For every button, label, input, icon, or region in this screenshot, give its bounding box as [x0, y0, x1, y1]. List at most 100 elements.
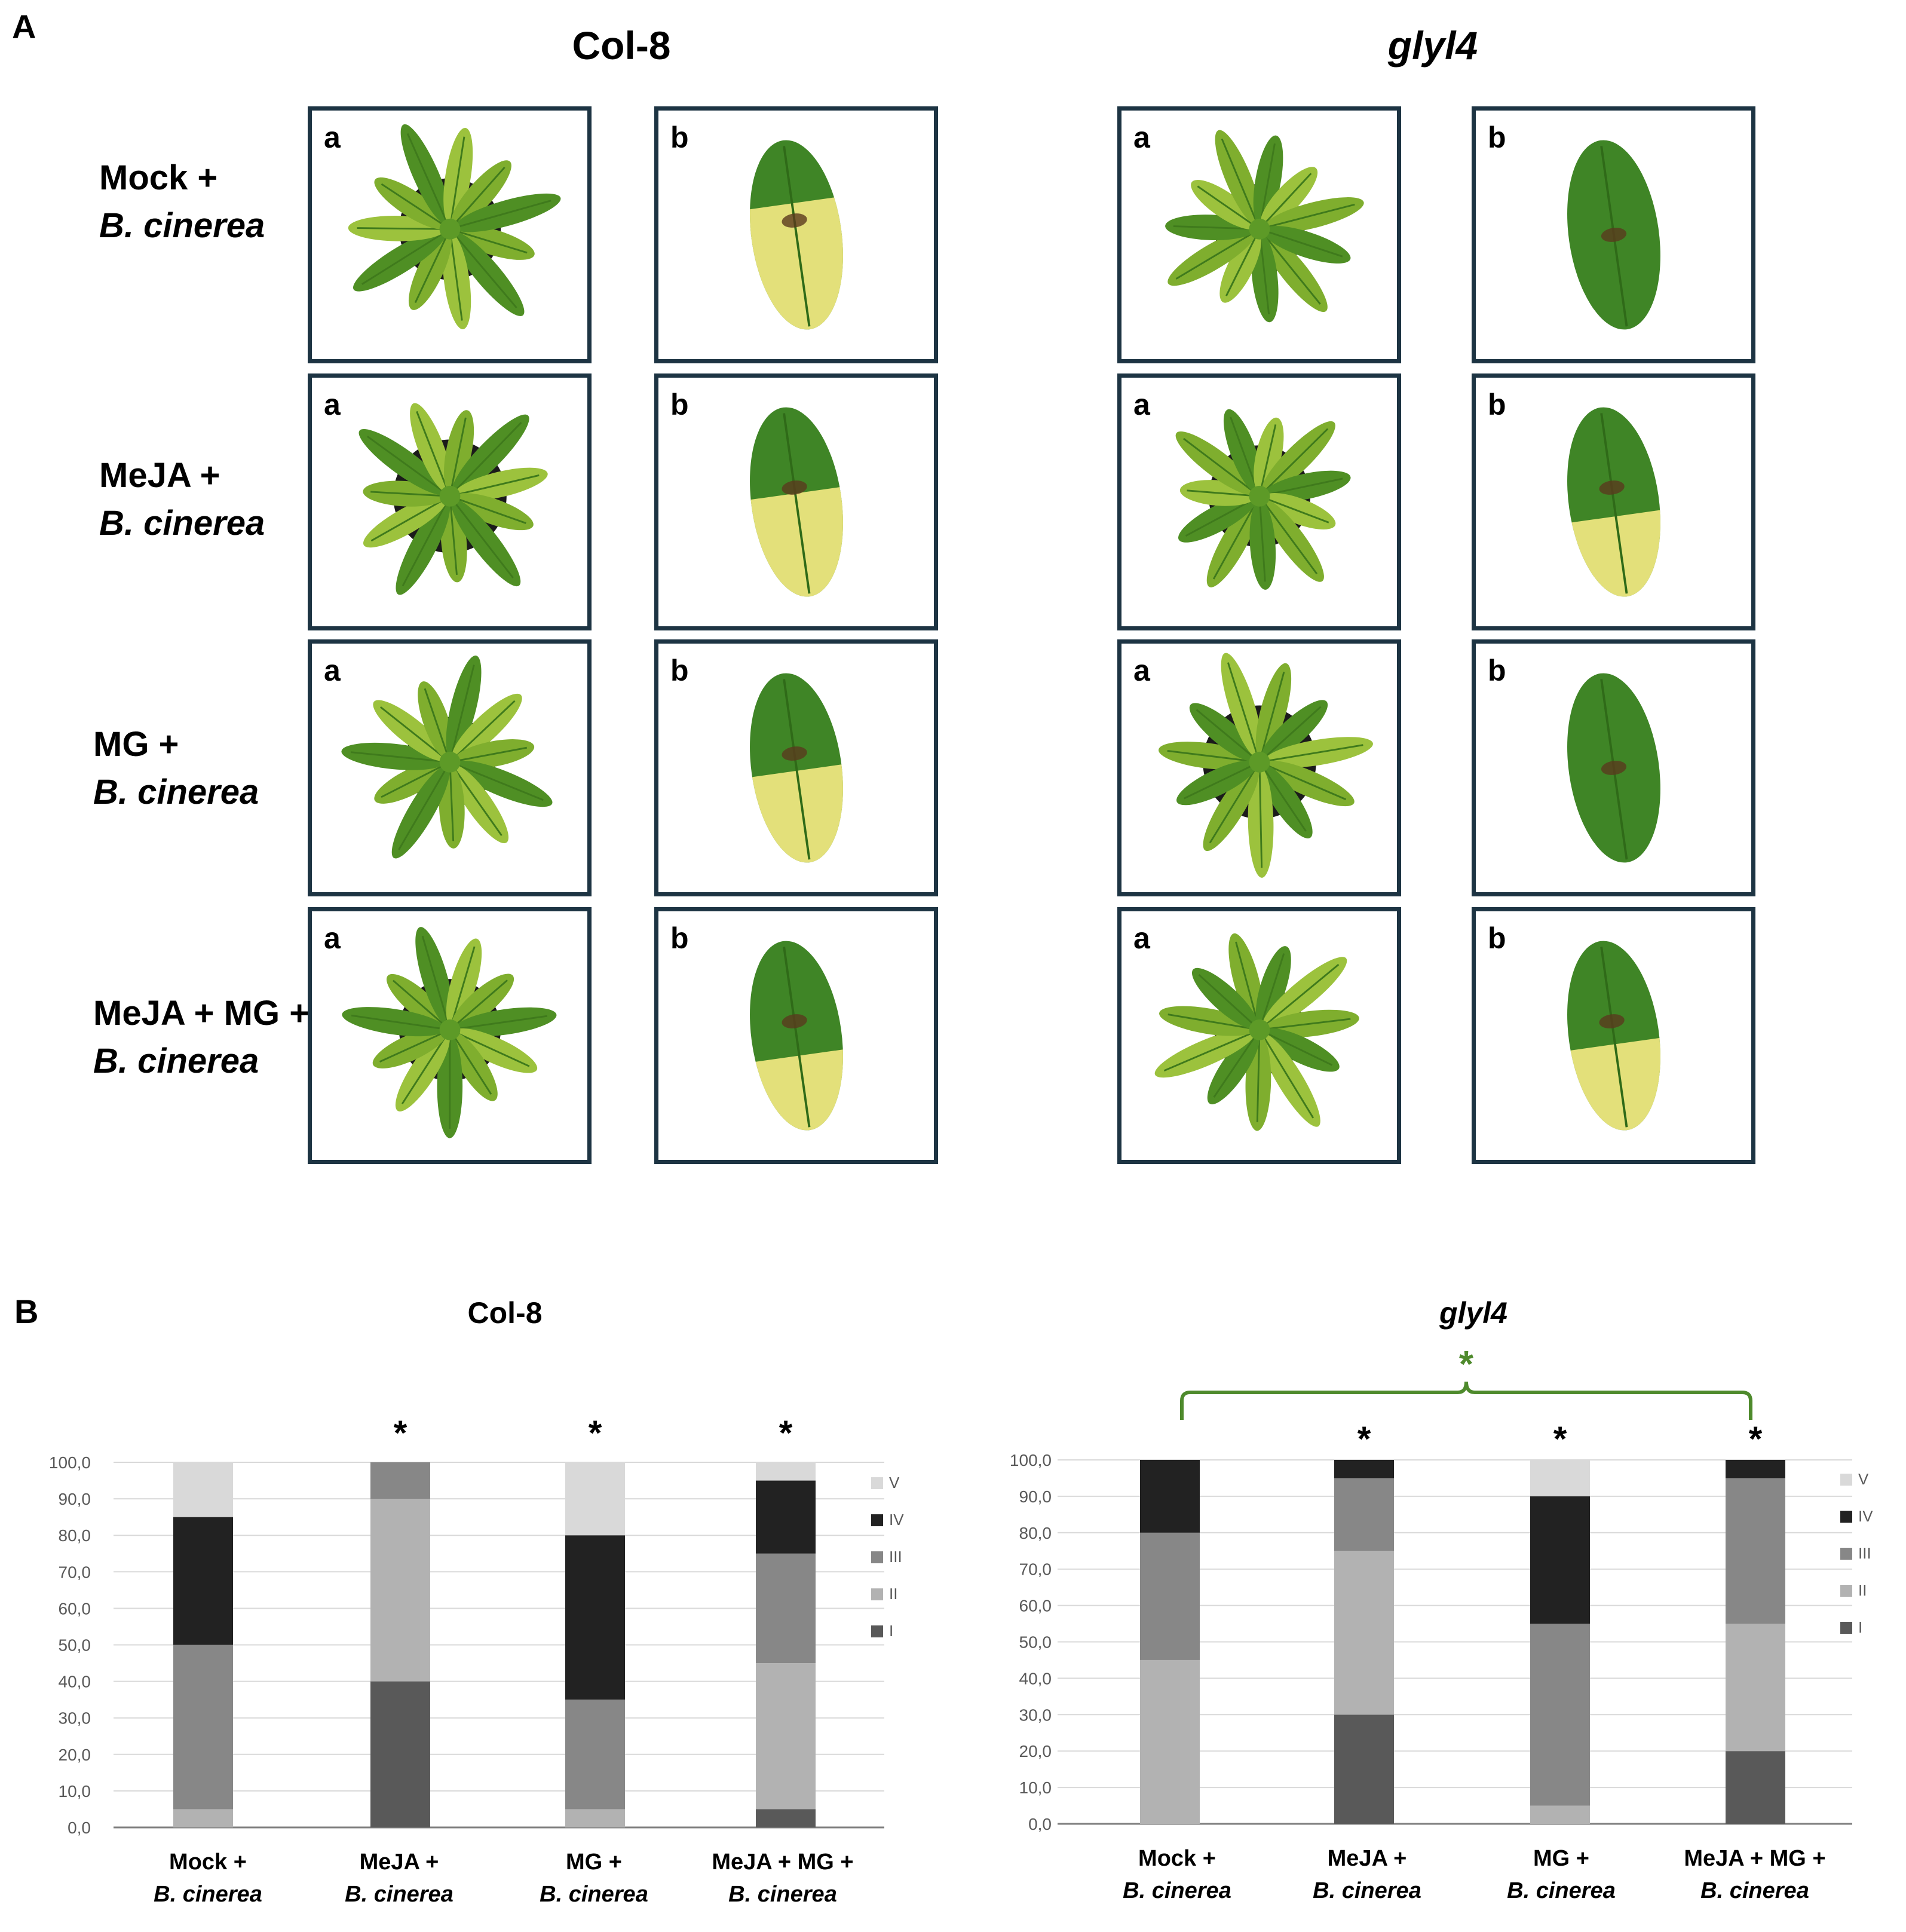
- subpanel-tag: a: [324, 654, 341, 687]
- significance-star: *: [1358, 1420, 1371, 1459]
- y-tick-label: 50,0: [59, 1636, 91, 1655]
- row-label-line2: B. cinerea: [93, 773, 259, 812]
- category-label: B. cinerea: [154, 1882, 262, 1907]
- significance-star: *: [1553, 1420, 1567, 1459]
- legend-label: II: [889, 1585, 897, 1603]
- rosette-photo: a: [1117, 106, 1401, 363]
- legend-swatch: [871, 1514, 883, 1526]
- category-label: MG +: [1533, 1846, 1589, 1871]
- y-tick-label: 40,0: [59, 1673, 91, 1691]
- y-tick-label: 30,0: [59, 1709, 91, 1728]
- bar-segment-iv: [756, 1480, 816, 1554]
- rosette-photo: a: [308, 907, 592, 1164]
- significance-star: *: [1749, 1420, 1763, 1459]
- subpanel-tag: a: [324, 388, 341, 421]
- bar-segment-ii: [756, 1663, 816, 1809]
- bar-segment-v: [173, 1462, 233, 1517]
- panel-a-letter: A: [12, 8, 36, 45]
- legend-label: IV: [1858, 1507, 1873, 1525]
- legend-label: IV: [889, 1511, 904, 1529]
- subpanel-tag: b: [670, 388, 689, 421]
- bar-segment-ii: [370, 1499, 430, 1682]
- legend-swatch: [1840, 1622, 1852, 1634]
- y-tick-label: 70,0: [1019, 1560, 1052, 1579]
- rosette-photo: a: [308, 639, 592, 896]
- leaf-photo: b: [1472, 639, 1755, 896]
- leaf-photo: b: [654, 907, 938, 1164]
- bar-segment-i: [1334, 1714, 1394, 1824]
- y-tick-label: 100,0: [1010, 1451, 1052, 1469]
- y-tick-label: 90,0: [1019, 1487, 1052, 1506]
- significance-star: *: [589, 1414, 602, 1453]
- leaf-photo: b: [1472, 373, 1755, 630]
- subpanel-tag: b: [1488, 654, 1506, 687]
- y-tick-label: 30,0: [1019, 1706, 1052, 1724]
- legend-swatch: [871, 1477, 883, 1489]
- bar-segment-iii: [565, 1700, 625, 1809]
- subpanel-tag: b: [670, 921, 689, 955]
- category-label: MeJA + MG +: [712, 1850, 853, 1875]
- leaf-photo: b: [654, 106, 938, 363]
- y-tick-label: 0,0: [68, 1818, 91, 1837]
- legend-label: III: [889, 1548, 902, 1566]
- category-label: B. cinerea: [345, 1882, 453, 1907]
- rosette-photo: a: [1117, 639, 1401, 896]
- y-tick-label: 80,0: [59, 1526, 91, 1545]
- category-label: Mock +: [1138, 1846, 1216, 1871]
- legend-swatch: [871, 1551, 883, 1563]
- rosette-image: [1165, 130, 1364, 323]
- row-label-mock: Mock + B. cinerea: [99, 154, 265, 250]
- bar-segment-ii: [1140, 1660, 1200, 1824]
- bar-segment-iv: [1530, 1496, 1590, 1624]
- genotype-title-glyl4: glyl4: [1387, 23, 1478, 68]
- row-label-line2: B. cinerea: [99, 206, 265, 245]
- leaf-image: [1565, 407, 1672, 603]
- y-tick-label: 10,0: [1019, 1778, 1052, 1797]
- leaf-photo: b: [1472, 907, 1755, 1164]
- row-label-meja-mg: MeJA + MG + B. cinerea: [93, 990, 310, 1085]
- subpanel-tag: b: [1488, 921, 1506, 955]
- rosette-image: [348, 124, 561, 330]
- leaf-photo: b: [654, 373, 938, 630]
- subpanel-tag: a: [1133, 654, 1150, 687]
- rosette-photo: a: [308, 106, 592, 363]
- leaf-image: [746, 673, 854, 869]
- bar-segment-iv: [173, 1517, 233, 1645]
- bar-segment-iii: [173, 1645, 233, 1809]
- significance-bracket: [1180, 1381, 1752, 1420]
- bar-segment-iv: [1140, 1460, 1200, 1533]
- bar-segment-ii: [1726, 1624, 1785, 1752]
- row-label-line2: B. cinerea: [99, 504, 265, 543]
- rosette-photo: a: [308, 373, 592, 630]
- row-label-line1: MeJA +: [99, 456, 220, 495]
- rosette-photo: a: [1117, 907, 1401, 1164]
- category-label: B. cinerea: [1123, 1878, 1231, 1903]
- bar-segment-iv: [565, 1535, 625, 1700]
- category-label: B. cinerea: [540, 1882, 648, 1907]
- y-tick-label: 70,0: [59, 1563, 91, 1581]
- bar-segment-iii: [370, 1462, 430, 1499]
- y-tick-label: 20,0: [59, 1746, 91, 1764]
- category-label: MeJA + MG +: [1684, 1846, 1825, 1871]
- bar-segment-iii: [1334, 1478, 1394, 1551]
- bar-segment-ii: [1334, 1551, 1394, 1715]
- legend-label: I: [1858, 1618, 1862, 1636]
- legend-label: V: [889, 1474, 900, 1492]
- significance-star: *: [779, 1414, 793, 1453]
- category-label: B. cinerea: [1313, 1878, 1421, 1903]
- panel-b-letter: B: [14, 1293, 39, 1330]
- significance-star: *: [394, 1414, 407, 1453]
- y-tick-label: 10,0: [59, 1782, 91, 1801]
- leaf-image: [749, 941, 854, 1137]
- legend-swatch: [1840, 1511, 1852, 1523]
- legend-label: V: [1858, 1470, 1869, 1488]
- bracket-star: *: [1459, 1344, 1474, 1385]
- subpanel-tag: a: [1133, 921, 1150, 955]
- rosette-image: [341, 655, 553, 859]
- chart-title-glyl4: glyl4: [1439, 1296, 1507, 1330]
- legend-swatch: [871, 1625, 883, 1637]
- bar-segment-iii: [756, 1553, 816, 1664]
- bar-segment-i: [756, 1809, 816, 1827]
- bar-segment-iii: [1726, 1478, 1785, 1624]
